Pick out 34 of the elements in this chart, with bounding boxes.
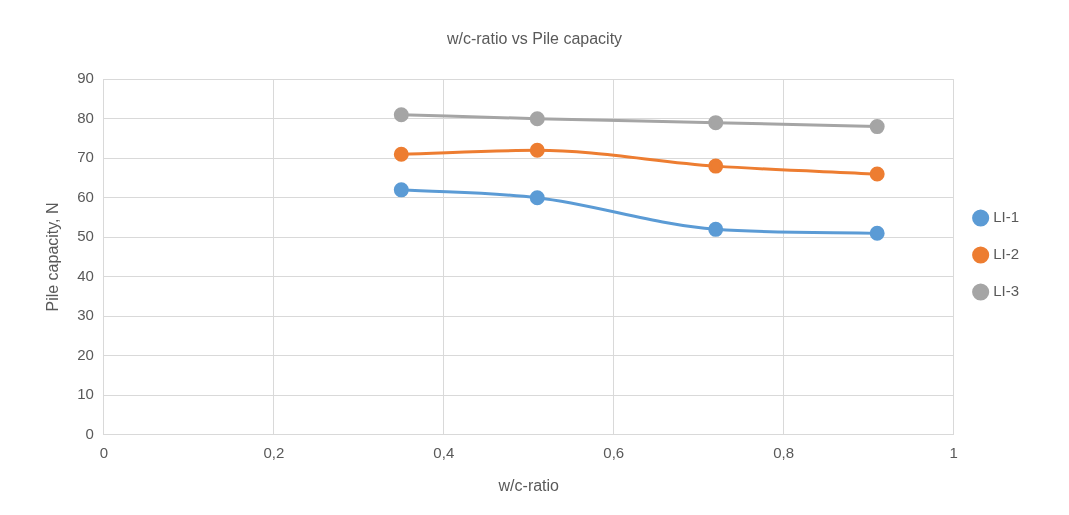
y-tick-label: 0 bbox=[85, 424, 94, 442]
y-tick-label: 50 bbox=[77, 227, 94, 245]
legend-label: LI-3 bbox=[993, 282, 1020, 300]
x-axis-title: w/c-ratio bbox=[497, 476, 560, 494]
point bbox=[393, 182, 409, 198]
legend-label: LI-1 bbox=[993, 208, 1020, 226]
point bbox=[393, 146, 409, 162]
point bbox=[529, 190, 545, 206]
y-tick-label: 40 bbox=[77, 266, 94, 284]
x-tick-label: 0,4 bbox=[433, 443, 455, 461]
legend-label: LI-2 bbox=[993, 245, 1020, 263]
y-tick-label: 60 bbox=[77, 187, 94, 205]
y-tick-label: 10 bbox=[77, 385, 94, 403]
point bbox=[529, 142, 545, 158]
point bbox=[708, 221, 724, 237]
point bbox=[708, 115, 724, 131]
y-tick-label: 20 bbox=[77, 345, 94, 363]
point bbox=[869, 166, 885, 182]
x-tick-label: 0,8 bbox=[773, 443, 795, 461]
x-tick-label: 0,2 bbox=[263, 443, 285, 461]
x-tick-label: 0,6 bbox=[603, 443, 625, 461]
y-tick-label: 70 bbox=[77, 148, 94, 166]
point bbox=[708, 158, 724, 174]
point bbox=[529, 111, 545, 127]
point bbox=[869, 225, 885, 241]
y-tick-label: 30 bbox=[77, 306, 94, 324]
x-tick-label: 0 bbox=[99, 443, 109, 461]
point bbox=[869, 119, 885, 135]
point bbox=[393, 107, 409, 123]
y-tick-label: 90 bbox=[77, 69, 94, 87]
y-tick-label: 80 bbox=[77, 108, 94, 126]
y-axis-title: Pile capacity, N bbox=[44, 202, 62, 312]
x-tick-label: 1 bbox=[949, 443, 958, 461]
chart-title: w/c-ratio vs Pile capacity bbox=[445, 30, 623, 48]
